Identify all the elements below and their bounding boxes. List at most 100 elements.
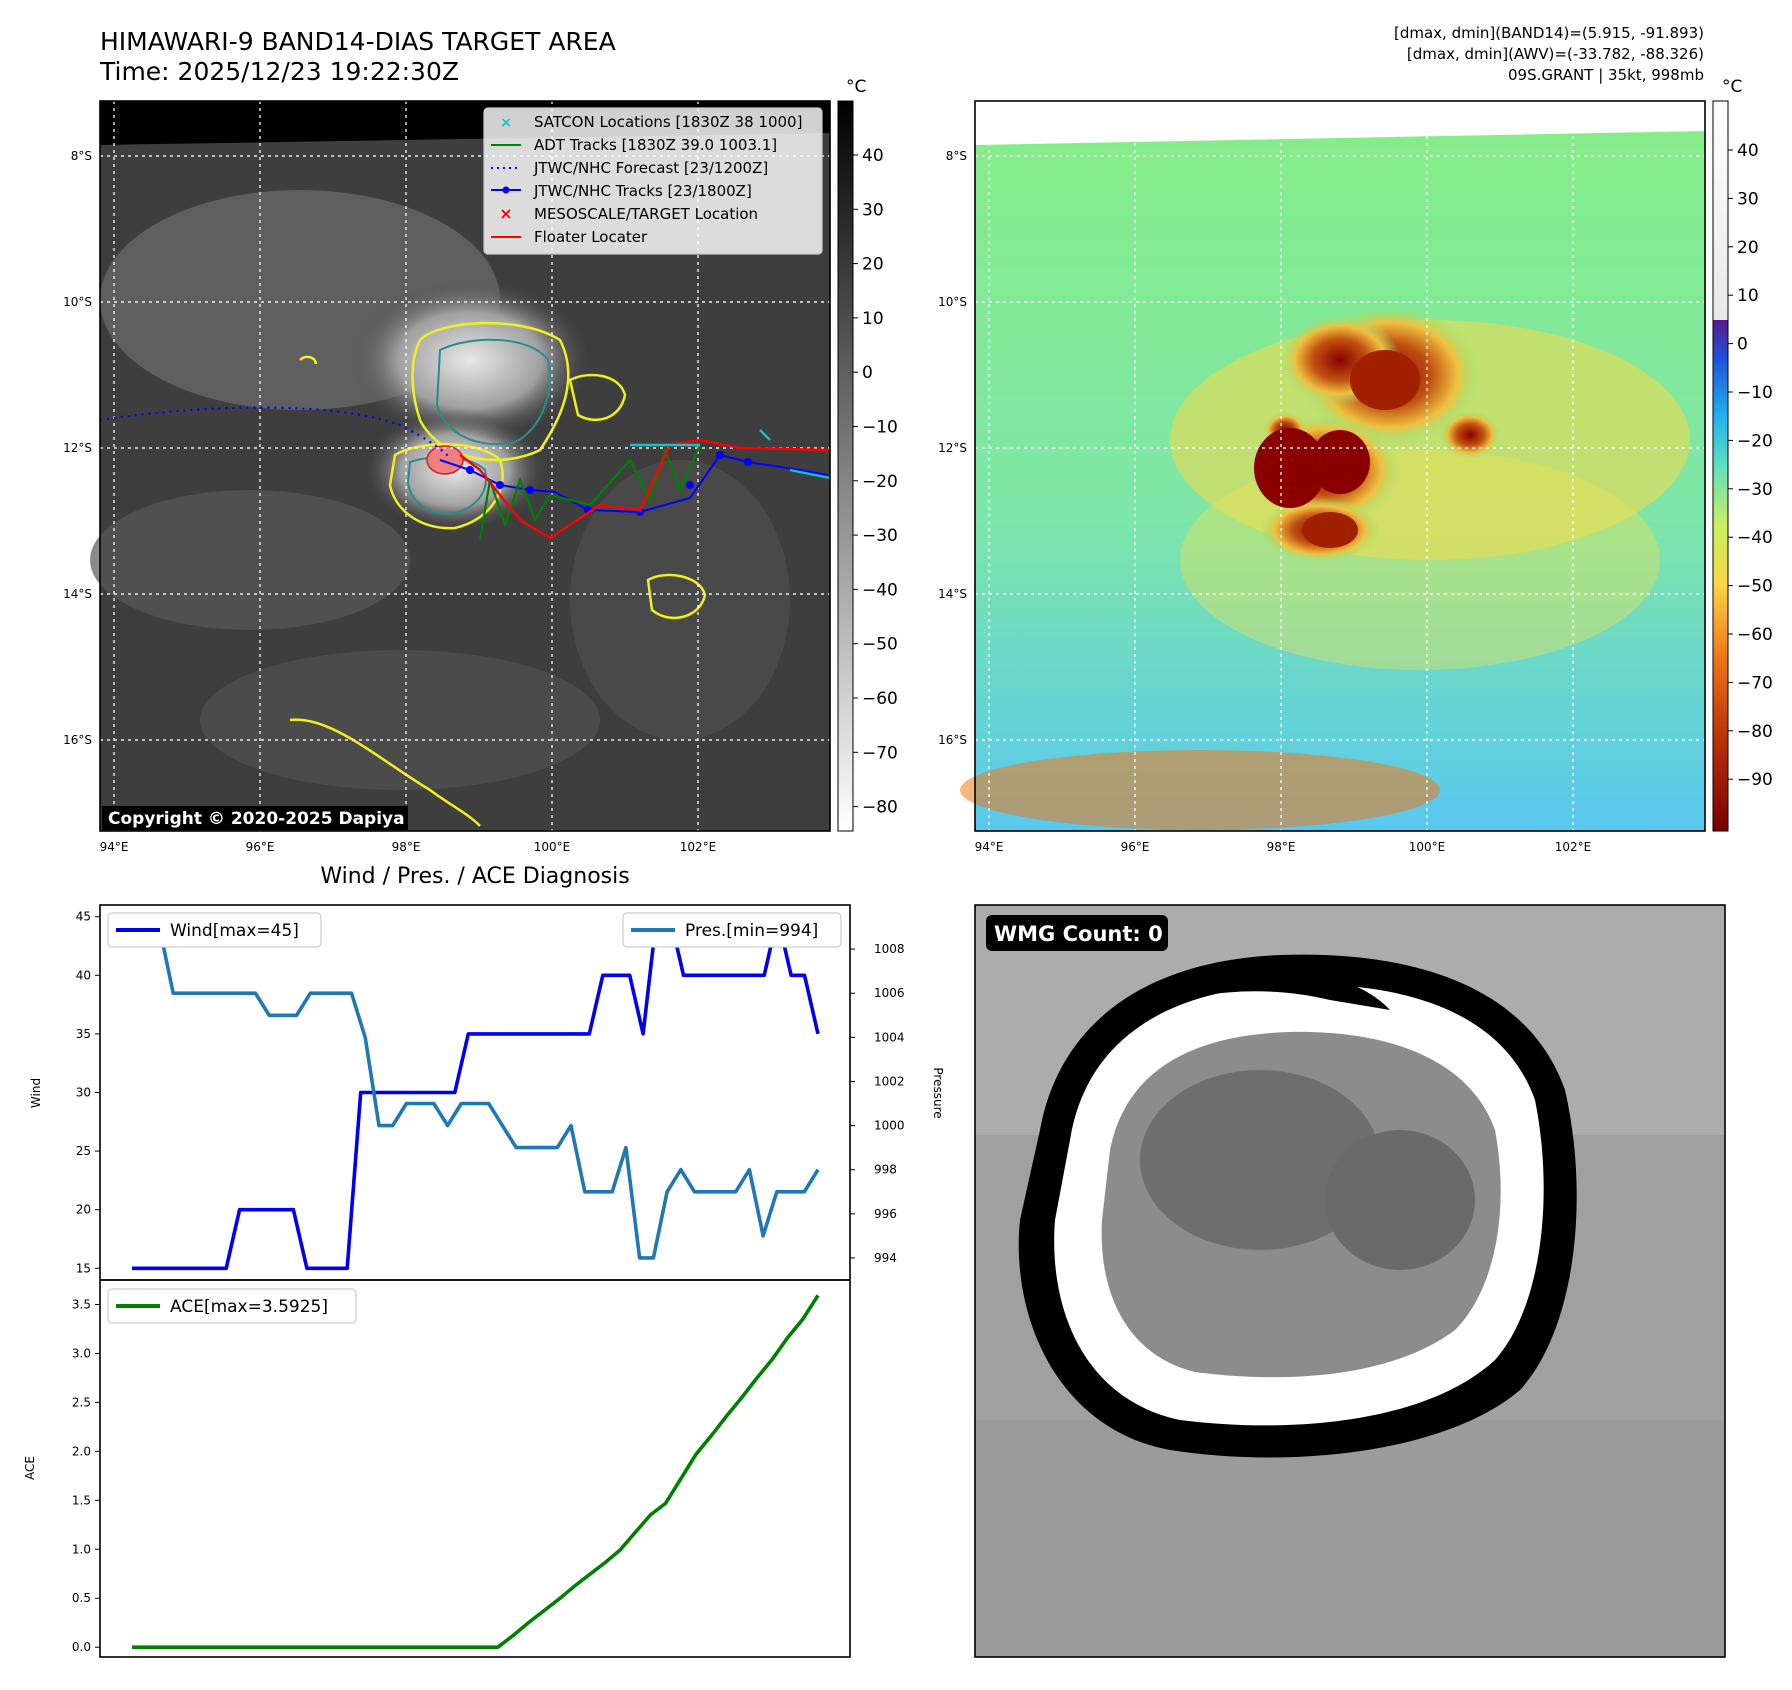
- y-tick-label: 1.0: [72, 1542, 91, 1556]
- map-graticule-labels: 8°S 10°S 12°S 14°S 16°S 94°E 96°E 98°E 100°E 102°…: [63, 149, 1591, 854]
- series-line-pres: [132, 925, 820, 1260]
- ir-image-frame: [99, 100, 831, 832]
- wind-pressure-plot-area: [100, 905, 850, 1280]
- colorbar-tick-label: −30: [1737, 480, 1773, 500]
- wind-axis-label: Wind: [29, 1078, 43, 1108]
- y-tick-label: 2.5: [72, 1395, 91, 1409]
- y-tick-label: 20: [76, 1203, 91, 1217]
- colorbar-tick-label: −70: [862, 743, 898, 763]
- lon-label: 98°E: [1267, 840, 1296, 854]
- colorbar-tick-label: 0: [862, 363, 873, 383]
- colorbar-tick-label: 30: [862, 200, 884, 220]
- enhanced-gridlines: [975, 101, 1705, 831]
- y-tick-label: 2.0: [72, 1444, 91, 1458]
- y-right-tick-label: 998: [874, 1163, 897, 1177]
- satcon-locations: [630, 429, 831, 480]
- ace-legend: ACE[max=3.5925]: [107, 1288, 357, 1324]
- lon-label: 94°E: [975, 840, 1004, 854]
- wind-legend: Wind[max=45]: [107, 912, 322, 948]
- ir-legend: × SATCON Locations [1830Z 38 1000] ADT T…: [483, 107, 823, 255]
- y-tick-label: 35: [76, 1027, 91, 1041]
- lon-label: 94°E: [100, 840, 129, 854]
- info-awv: [dmax, dmin](AWV)=(-33.782, -88.326): [1407, 45, 1704, 63]
- lat-label: 10°S: [63, 295, 92, 309]
- ace-plot-area: [100, 1280, 850, 1657]
- lon-label: 100°E: [1409, 840, 1446, 854]
- legend-label: JTWC/NHC Tracks [23/1800Z]: [533, 182, 752, 200]
- colorbar-tick-label: 10: [862, 309, 884, 329]
- panel-title-line2: Time: 2025/12/23 19:22:30Z: [99, 57, 459, 86]
- legend-label: Floater Locater: [534, 228, 648, 246]
- colorbar-unit: °C: [1722, 77, 1742, 97]
- pressure-legend-label: Pres.[min=994]: [685, 921, 818, 941]
- colorbar-tick-label: −40: [862, 580, 898, 600]
- colorbar-unit: °C: [846, 77, 866, 97]
- colorbar-tick-label: 40: [1737, 141, 1759, 161]
- y-tick-label: 0.0: [72, 1640, 91, 1654]
- diagnosis-title: Wind / Pres. / ACE Diagnosis: [320, 864, 629, 889]
- colorbar-tick-label: −80: [1737, 722, 1773, 742]
- legend-item-adt: ADT Tracks [1830Z 39.0 1003.1]: [491, 136, 777, 154]
- legend-item-jtwc-tracks: JTWC/NHC Tracks [23/1800Z]: [491, 182, 752, 200]
- series-line-ace: [132, 1294, 820, 1649]
- lon-label: 96°E: [246, 840, 275, 854]
- y-right-tick-label: 1002: [874, 1074, 905, 1088]
- jtwc-forecast-track: [99, 406, 451, 459]
- ir-colorbar: °C 40 30 20 10 0 −10 −20 −30 −40 −50 −60 −70 −80: [837, 77, 898, 832]
- y-tick-label: 25: [76, 1144, 91, 1158]
- legend-item-floater: Floater Locater: [491, 228, 648, 246]
- colorbar-tick-label: 40: [862, 146, 884, 166]
- colorbar-tick-label: −30: [862, 526, 898, 546]
- lon-label: 96°E: [1121, 840, 1150, 854]
- lon-label: 102°E: [1555, 840, 1592, 854]
- ace-axis-label: ACE: [23, 1456, 37, 1480]
- lon-label: 98°E: [392, 840, 421, 854]
- colorbar-tick-label: 20: [1737, 238, 1759, 258]
- lon-label: 100°E: [534, 840, 571, 854]
- y-tick-label: 45: [76, 910, 91, 924]
- y-tick-label: 30: [76, 1086, 91, 1100]
- y-right-tick-label: 994: [874, 1251, 897, 1265]
- legend-label: SATCON Locations [1830Z 38 1000]: [534, 113, 802, 131]
- wind-legend-label: Wind[max=45]: [170, 921, 299, 941]
- adt-track: [478, 444, 702, 541]
- legend-item-jtwc-forecast: JTWC/NHC Forecast [23/1200Z]: [491, 159, 768, 177]
- colorbar-tick-label: −60: [1737, 625, 1773, 645]
- ace-chart: 0.0 0.5 1.0 1.5 2.0 2.5 3.0 3.5: [72, 1294, 820, 1654]
- colorbar-tick-label: −50: [862, 635, 898, 655]
- y-tick-label: 1.5: [72, 1493, 91, 1507]
- colorbar-tick-label: −10: [1737, 383, 1773, 403]
- y-right-tick-label: 1006: [874, 986, 905, 1000]
- lat-label: 8°S: [946, 149, 967, 163]
- track-overlays: [99, 406, 831, 541]
- lat-label: 8°S: [71, 149, 92, 163]
- lat-label: 14°S: [938, 587, 967, 601]
- diagnosis-panel: Wind / Pres. / ACE Diagnosis 15 20 25 30 35 4…: [23, 864, 945, 1658]
- series-line-wind: [132, 914, 820, 1271]
- wind-pressure-chart: 15 20 25 30 35 40 45 994 996 998 1000 1002 1004 1006 1…: [76, 910, 905, 1276]
- colorbar-tick-label: −10: [862, 418, 898, 438]
- lat-label: 16°S: [63, 733, 92, 747]
- legend-label: JTWC/NHC Forecast [23/1200Z]: [533, 159, 768, 177]
- panel-title-line1: HIMAWARI-9 BAND14-DIAS TARGET AREA: [100, 27, 616, 56]
- copyright-text: Copyright © 2020-2025 Dapiya: [108, 809, 405, 829]
- lat-label: 10°S: [938, 295, 967, 309]
- colorbar-tick-label: 30: [1737, 189, 1759, 209]
- lat-label: 12°S: [938, 441, 967, 455]
- colorbar-tick-label: −40: [1737, 528, 1773, 548]
- y-tick-label: 3.0: [72, 1346, 91, 1360]
- colorbar-tick-label: −80: [862, 798, 898, 818]
- y-tick-label: 0.5: [72, 1591, 91, 1605]
- colorbar-tick-label: 20: [862, 255, 884, 275]
- y-right-tick-label: 1008: [874, 942, 905, 956]
- info-band14: [dmax, dmin](BAND14)=(5.915, -91.893): [1394, 24, 1704, 42]
- lat-label: 14°S: [63, 587, 92, 601]
- x-marker-icon: ×: [499, 204, 512, 223]
- wmg-eye-core: [1140, 1070, 1380, 1250]
- wmg-panel: WMG Count: 0: [974, 904, 1726, 1658]
- pressure-legend: Pres.[min=994]: [622, 912, 842, 948]
- ace-legend-label: ACE[max=3.5925]: [170, 1297, 328, 1317]
- legend-item-target: × MESOSCALE/TARGET Location: [499, 204, 758, 223]
- wmg-badge-text: WMG Count: 0: [994, 922, 1163, 946]
